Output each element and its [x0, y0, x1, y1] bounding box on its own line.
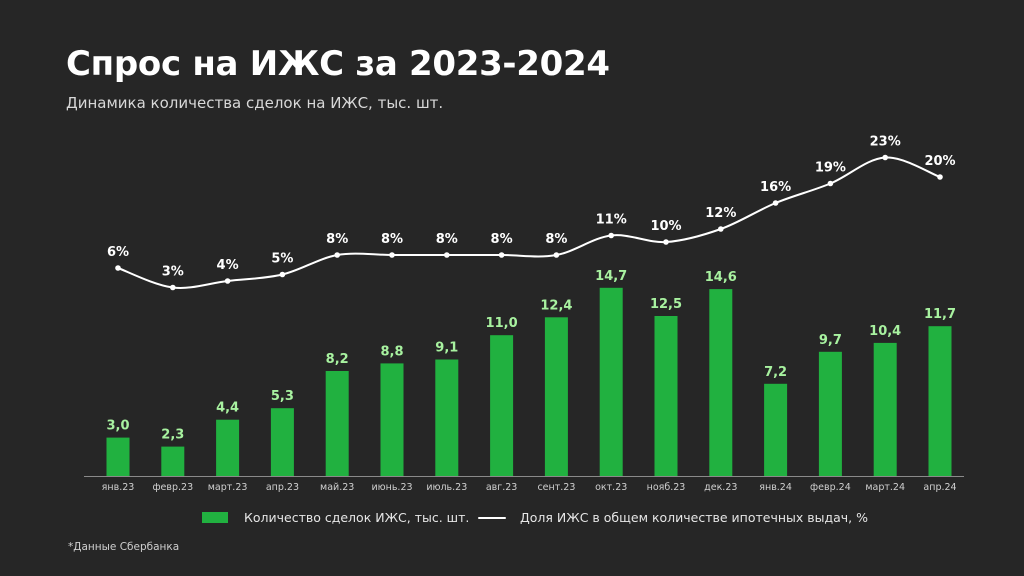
bar: [599, 287, 623, 476]
chart-title: Спрос на ИЖС за 2023-2024: [66, 44, 610, 84]
x-tick-label: июнь.23: [371, 482, 412, 493]
bar-value-label: 8,8: [380, 344, 403, 359]
bar: [764, 383, 788, 476]
bar-value-label: 7,2: [764, 365, 787, 380]
bar-value-label: 2,3: [161, 428, 184, 443]
line-point: [937, 174, 943, 180]
line-value-label: 20%: [924, 154, 955, 169]
line-point: [279, 271, 286, 278]
bar: [709, 289, 733, 476]
line-value-label: 8%: [436, 232, 458, 247]
bar-value-label: 11,7: [924, 307, 956, 322]
x-tick-label: авг.23: [486, 482, 518, 493]
line-point: [115, 265, 121, 271]
bar: [325, 371, 349, 476]
x-tick-label: сент.23: [537, 482, 575, 493]
line-point: [772, 200, 779, 206]
line-point: [827, 180, 834, 187]
bar: [490, 335, 514, 476]
x-tick-label: февр.23: [152, 482, 193, 493]
line-value-label: 10%: [650, 219, 681, 234]
chart-legend: Количество сделок ИЖС, тыс. шт. Доля ИЖС…: [0, 510, 1024, 532]
x-tick-label: март.24: [865, 482, 905, 493]
bar: [435, 359, 459, 476]
line-value-label: 4%: [217, 258, 239, 273]
line-value-label: 16%: [760, 180, 791, 195]
bar-value-label: 12,4: [540, 298, 572, 313]
bar-value-label: 14,6: [705, 270, 737, 285]
line-point: [224, 278, 231, 284]
line-value-label: 3%: [162, 265, 184, 280]
x-tick-label: янв.24: [759, 482, 792, 493]
bar-value-label: 9,7: [819, 333, 842, 348]
bar-value-label: 4,4: [216, 401, 239, 416]
line-value-label: 6%: [107, 245, 129, 260]
line-value-label: 8%: [545, 232, 567, 247]
x-tick-label: окт.23: [595, 482, 627, 493]
x-tick-label: апр.23: [266, 482, 299, 493]
line-point: [498, 252, 505, 258]
line-point: [444, 252, 450, 258]
line-point: [882, 154, 888, 161]
legend-bars-label: Количество сделок ИЖС, тыс. шт.: [244, 510, 470, 525]
line-point: [663, 239, 669, 245]
x-tick-label: февр.24: [810, 482, 851, 493]
line-value-label: 8%: [491, 232, 513, 247]
line-value-label: 12%: [705, 206, 736, 221]
line-point: [170, 284, 176, 291]
bar-value-label: 14,7: [595, 269, 627, 284]
line-point: [553, 252, 560, 258]
x-tick-label: апр.24: [923, 482, 956, 493]
line-value-label: 8%: [381, 232, 403, 247]
x-tick-label: июль.23: [426, 482, 467, 493]
bar-value-label: 5,3: [271, 389, 294, 404]
x-tick-label: март.23: [208, 482, 248, 493]
bar: [216, 419, 240, 476]
legend-line-label: Доля ИЖС в общем количестве ипотечных вы…: [520, 510, 869, 525]
bar: [106, 437, 130, 476]
legend-line-swatch: [478, 516, 506, 519]
x-tick-label: дек.23: [704, 482, 737, 493]
line-value-label: 23%: [870, 135, 901, 150]
x-tick-label: нояб.23: [647, 482, 686, 493]
line-value-label: 8%: [326, 232, 348, 247]
bar-value-label: 8,2: [326, 352, 349, 367]
bar-value-label: 9,1: [435, 341, 458, 356]
legend-item-bars: Количество сделок ИЖС, тыс. шт.: [202, 510, 469, 525]
source-footnote: *Данные Сбербанка: [68, 541, 180, 553]
line-value-label: 19%: [815, 161, 846, 176]
bar: [544, 317, 568, 476]
bar-value-label: 3,0: [106, 419, 129, 434]
bar: [928, 326, 952, 476]
line-value-label: 5%: [271, 252, 293, 267]
bar: [654, 316, 678, 476]
bar: [873, 342, 897, 476]
legend-item-line: Доля ИЖС в общем количестве ипотечных вы…: [478, 510, 868, 525]
line-point: [389, 252, 395, 258]
bar: [161, 446, 185, 476]
bar: [380, 363, 404, 476]
line-value-label: 11%: [596, 213, 627, 228]
bar-value-label: 12,5: [650, 297, 682, 312]
legend-bar-swatch: [202, 512, 228, 523]
x-tick-label: янв.23: [102, 482, 135, 493]
chart-subtitle: Динамика количества сделок на ИЖС, тыс. …: [66, 94, 444, 112]
bar-value-label: 10,4: [869, 324, 901, 339]
bar: [818, 351, 842, 476]
bar-value-label: 11,0: [486, 316, 518, 331]
line-point: [334, 252, 341, 258]
line-point: [718, 226, 724, 232]
x-tick-label: май.23: [320, 482, 354, 493]
bar: [270, 408, 294, 476]
share-line: [117, 156, 941, 289]
line-point: [608, 232, 614, 239]
